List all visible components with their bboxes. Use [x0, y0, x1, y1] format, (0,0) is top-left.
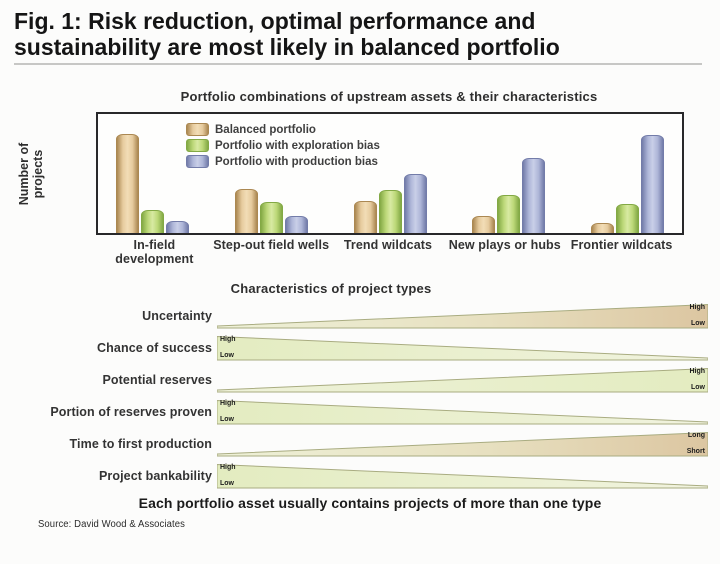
characteristic-row: Chance of success High Low [6, 335, 708, 361]
wedge-shape [217, 431, 708, 457]
bar-group [472, 114, 546, 233]
legend-item: Portfolio with production bias [186, 155, 380, 168]
category-label: Frontier wildcats [570, 238, 673, 252]
end-label-top: High [220, 336, 236, 343]
end-label-bottom: Short [686, 448, 705, 455]
source-credit: Source: David Wood & Associates [38, 519, 185, 530]
end-label-bottom: Low [691, 384, 705, 391]
end-label-bottom: Low [220, 352, 234, 359]
legend-item: Portfolio with exploration bias [186, 139, 380, 152]
wedge-end-labels: Long Short [687, 432, 705, 455]
chart-legend: Balanced portfolio Portfolio with explora… [186, 123, 380, 168]
bar [353, 200, 377, 233]
bar [472, 216, 496, 233]
wedge-shape [217, 367, 708, 393]
figure-page: Fig. 1: Risk reduction, optimal performa… [0, 8, 720, 564]
characteristic-row: Portion of reserves proven High Low [6, 399, 708, 425]
characteristic-wedge: Long Short [217, 431, 708, 457]
characteristic-row-label: Project bankability [98, 469, 212, 483]
end-label-top: High [220, 400, 236, 407]
figure-title-line2: sustainability are most likely in balanc… [14, 34, 560, 60]
category-label: Step-out field wells [213, 238, 330, 252]
wedge-end-labels: High Low [689, 304, 705, 327]
end-label-bottom: Low [220, 480, 234, 487]
bar [641, 135, 664, 233]
end-label-bottom: Low [691, 320, 705, 327]
end-label-top: High [220, 464, 236, 471]
end-label-top: High [689, 304, 705, 311]
wedge-end-labels: High Low [220, 464, 236, 487]
characteristic-row-label: Potential reserves [102, 373, 212, 387]
bar-chart-plot-area: Balanced portfolio Portfolio with explora… [96, 112, 684, 235]
characteristic-row: Potential reserves High Low [6, 367, 708, 393]
characteristic-row-label: Time to first production [69, 437, 212, 451]
end-label-bottom: Low [220, 416, 234, 423]
figure-title: Fig. 1: Risk reduction, optimal performa… [14, 8, 702, 65]
category-label: New plays or hubs [448, 238, 561, 252]
legend-item: Balanced portfolio [186, 123, 380, 136]
category-label: Trend wildcats [343, 238, 433, 252]
bar-chart-title: Portfolio combinations of upstream asset… [180, 89, 598, 104]
characteristic-wedge: High Low [217, 463, 708, 489]
bar [378, 190, 402, 233]
characteristic-wedge: High Low [217, 335, 708, 361]
characteristic-row: Time to first production Long Short [6, 431, 708, 457]
legend-label: Balanced portfolio [215, 123, 316, 136]
wedge-shape [217, 303, 708, 329]
characteristic-wedge: High Low [217, 367, 708, 393]
legend-swatch [186, 123, 209, 136]
y-axis-label: Number of projects [17, 142, 45, 205]
wedge-shape [217, 463, 708, 489]
characteristic-row-label: Portion of reserves proven [50, 405, 212, 419]
bar [522, 158, 546, 233]
characteristic-row: Uncertainty High Low [6, 303, 708, 329]
bar-group [234, 114, 308, 233]
legend-label: Portfolio with production bias [215, 155, 378, 168]
bar [116, 134, 139, 233]
bar [591, 223, 614, 233]
category-label: In-field development [115, 238, 194, 266]
bar-groups [98, 114, 682, 233]
x-axis-category-labels: In-field development Step-out field wells… [96, 238, 680, 266]
bar-chart: Number of projects Balanced portfolio Por… [0, 112, 720, 235]
bar [284, 216, 308, 233]
characteristics-rows: Uncertainty High Low Chance of success High L… [6, 303, 708, 489]
end-label-top: High [689, 368, 705, 375]
wedge-end-labels: High Low [689, 368, 705, 391]
bar [166, 221, 189, 233]
bar [141, 210, 164, 233]
figure-title-line1: Fig. 1: Risk reduction, optimal performa… [14, 8, 536, 34]
characteristic-row-label: Uncertainty [142, 309, 212, 323]
bar [234, 188, 258, 233]
legend-swatch [186, 139, 209, 152]
characteristics-title: Characteristics of project types [230, 281, 432, 296]
bar [403, 173, 427, 233]
bar [259, 202, 283, 233]
legend-label: Portfolio with exploration bias [215, 139, 380, 152]
characteristic-row: Project bankability High Low [6, 463, 708, 489]
wedge-shape [217, 399, 708, 425]
bar-group [116, 114, 189, 233]
end-label-top: Long [687, 432, 705, 439]
bar [497, 194, 521, 233]
figure-footnote: Each portfolio asset usually contains pr… [138, 495, 602, 511]
wedge-end-labels: High Low [220, 336, 236, 359]
bar [616, 204, 639, 233]
wedge-end-labels: High Low [220, 400, 236, 423]
wedge-shape [217, 335, 708, 361]
characteristic-wedge: High Low [217, 399, 708, 425]
bar-group [591, 114, 664, 233]
characteristic-row-label: Chance of success [97, 341, 212, 355]
characteristic-wedge: High Low [217, 303, 708, 329]
bar-group [353, 114, 427, 233]
legend-swatch [186, 155, 209, 168]
